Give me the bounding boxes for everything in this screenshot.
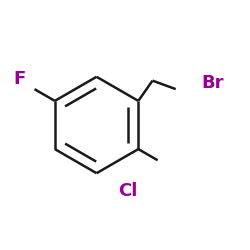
Text: Br: Br — [202, 74, 224, 92]
Text: Cl: Cl — [118, 182, 137, 200]
Text: F: F — [13, 70, 26, 88]
